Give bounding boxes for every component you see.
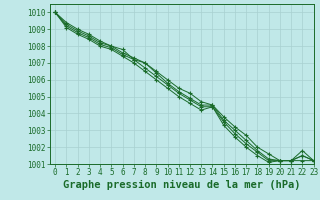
X-axis label: Graphe pression niveau de la mer (hPa): Graphe pression niveau de la mer (hPa) (63, 180, 300, 190)
